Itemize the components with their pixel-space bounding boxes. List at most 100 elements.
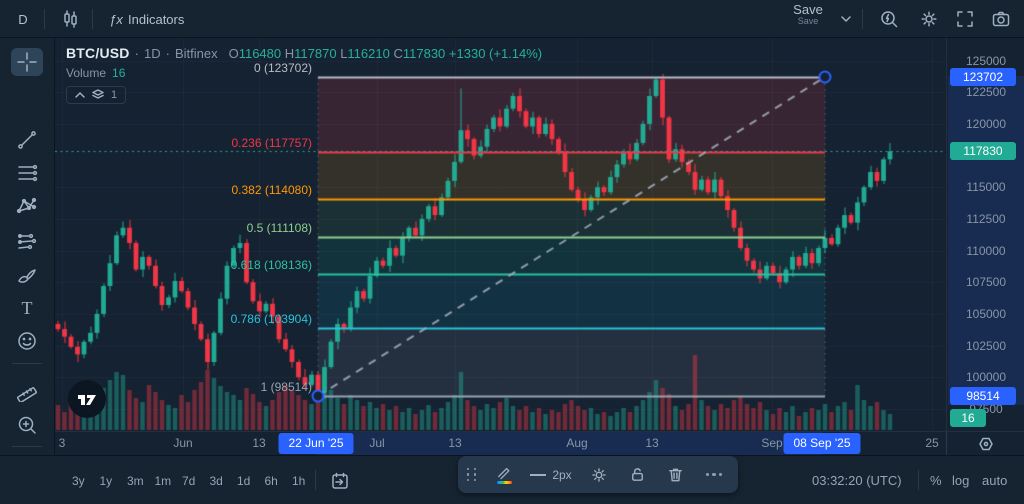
- fib-level-label[interactable]: 0.786 (103904): [230, 311, 312, 326]
- camera-icon: [992, 11, 1010, 27]
- price-tick: 110000: [966, 243, 1006, 258]
- clock-display[interactable]: 03:32:20 (UTC): [812, 473, 902, 488]
- save-sublabel: Save: [797, 15, 819, 26]
- range-button-1h[interactable]: 1h: [292, 473, 306, 488]
- divider: [862, 9, 863, 29]
- price-tick: 122500: [965, 85, 1007, 100]
- line-sample-icon: [530, 473, 547, 476]
- exchange-label[interactable]: Bitfinex: [174, 45, 218, 61]
- tool-forecast[interactable]: [11, 227, 43, 255]
- time-tick: 25: [925, 436, 939, 450]
- time-tick: 3: [58, 436, 66, 450]
- separator: ·: [134, 45, 139, 61]
- tool-fib-retracement[interactable]: [11, 159, 43, 187]
- percent-scale-button[interactable]: %: [930, 473, 942, 488]
- high-value: 117870: [294, 45, 337, 61]
- fullscreen-button[interactable]: [952, 0, 978, 38]
- date-badge: 08 Sep '25: [783, 433, 861, 454]
- gear-icon: [592, 467, 606, 482]
- divider: [12, 363, 42, 364]
- quick-search-button[interactable]: [876, 0, 902, 38]
- legend-controls[interactable]: 1: [66, 86, 127, 104]
- trash-icon: [668, 468, 682, 482]
- divider: [315, 470, 316, 490]
- tradingview-logo-icon: [78, 395, 96, 405]
- price-tick: 125000: [965, 53, 1007, 68]
- interval-label[interactable]: 1D: [143, 45, 161, 61]
- range-button-1y[interactable]: 1y: [99, 473, 113, 488]
- save-button[interactable]: Save Save: [786, 3, 830, 26]
- range-button-1m[interactable]: 1m: [154, 473, 172, 488]
- line-width-button[interactable]: 2px: [522, 456, 580, 493]
- volume-legend: Volume 16: [66, 66, 126, 80]
- time-tick: 13: [252, 436, 266, 450]
- symbol-name[interactable]: BTC/USD: [66, 45, 130, 61]
- range-button-1d[interactable]: 1d: [237, 473, 251, 488]
- fib-level-label[interactable]: 0.382 (114080): [231, 182, 312, 197]
- save-dropdown-caret[interactable]: [836, 0, 856, 38]
- price-tick: 115000: [966, 180, 1006, 195]
- top-toolbar: D ƒx Indicators Save Save: [0, 0, 1024, 38]
- fib-level-label[interactable]: 0.5 (111108): [246, 220, 312, 235]
- tool-emoji[interactable]: [11, 327, 43, 355]
- auto-scale-button[interactable]: auto: [982, 473, 1008, 488]
- price-tick: 105000: [965, 306, 1007, 321]
- delete-drawing-button[interactable]: [656, 456, 694, 493]
- volume-value: 16: [112, 66, 126, 80]
- range-button-6h[interactable]: 6h: [264, 473, 278, 488]
- tool-trend-line[interactable]: [11, 126, 43, 154]
- lock-drawing-button[interactable]: [618, 456, 656, 493]
- collapse-chevron-icon: [75, 92, 85, 98]
- price-badge: 123702: [950, 68, 1016, 86]
- chart-style-button[interactable]: [56, 0, 84, 38]
- time-axis-highlight: [316, 432, 822, 456]
- tool-pattern-xabcd[interactable]: [11, 192, 43, 220]
- tool-measure[interactable]: [11, 377, 43, 405]
- save-label: Save: [793, 2, 823, 17]
- fib-level-label[interactable]: 0.618 (108136): [230, 258, 312, 273]
- tradingview-watermark: [68, 380, 106, 418]
- indicators-button[interactable]: Indicators: [128, 11, 185, 27]
- divider: [12, 446, 42, 447]
- settings-button[interactable]: [916, 0, 942, 38]
- tool-zoom-in[interactable]: [11, 411, 43, 439]
- fib-level-label[interactable]: 0.236 (117757): [231, 136, 312, 151]
- symbol-legend: BTC/USD · 1D · Bitfinex O116480 H117870 …: [66, 45, 542, 104]
- screenshot-button[interactable]: [988, 0, 1014, 38]
- range-button-3d[interactable]: 3d: [209, 473, 223, 488]
- price-badge: 117830: [950, 142, 1016, 161]
- price-axis-highlight: [948, 76, 1024, 406]
- line-width-label: 2px: [552, 467, 572, 482]
- divider: [92, 9, 93, 29]
- color-swatch: [496, 480, 512, 484]
- price-badge: 16: [950, 409, 986, 427]
- fib-level-label[interactable]: 1 (98514): [260, 380, 312, 395]
- tool-brush[interactable]: [11, 261, 43, 289]
- time-axis[interactable]: 3 Jun 13 Jul 13 Aug 13 Sep 25 22 Jun '25 08 Sep '2…: [55, 431, 946, 456]
- time-tick: 13: [448, 436, 462, 450]
- tool-crosshair[interactable]: [11, 48, 43, 76]
- tool-text[interactable]: T: [11, 294, 43, 322]
- log-scale-button[interactable]: log: [952, 473, 970, 488]
- go-to-date-button[interactable]: [330, 456, 350, 504]
- toolbar-drag-handle[interactable]: [458, 456, 486, 493]
- more-options-icon: [705, 472, 723, 477]
- date-badge: 22 Jun '25: [278, 433, 354, 454]
- chart-canvas[interactable]: [55, 38, 946, 431]
- price-tick: 102500: [965, 338, 1007, 353]
- drawing-settings-button[interactable]: [580, 456, 618, 493]
- candlestick-icon: [64, 10, 77, 28]
- separator: ·: [165, 45, 170, 61]
- text-tool-icon: T: [21, 297, 33, 318]
- range-button-3m[interactable]: 3m: [127, 473, 144, 488]
- range-button-7d[interactable]: 7d: [182, 473, 196, 488]
- fib-level-label[interactable]: 0 (123702): [253, 61, 312, 75]
- axis-settings-corner[interactable]: [946, 431, 1024, 455]
- fx-icon: ƒx: [109, 11, 123, 27]
- interval-button[interactable]: D: [18, 11, 28, 27]
- line-color-button[interactable]: [486, 456, 522, 493]
- price-axis[interactable]: 125000 122500 120000 115000 112500 110000 1075…: [946, 38, 1024, 431]
- pencil-icon: [498, 467, 510, 479]
- range-button-3y[interactable]: 3y: [72, 473, 85, 488]
- more-options-button[interactable]: [694, 456, 734, 493]
